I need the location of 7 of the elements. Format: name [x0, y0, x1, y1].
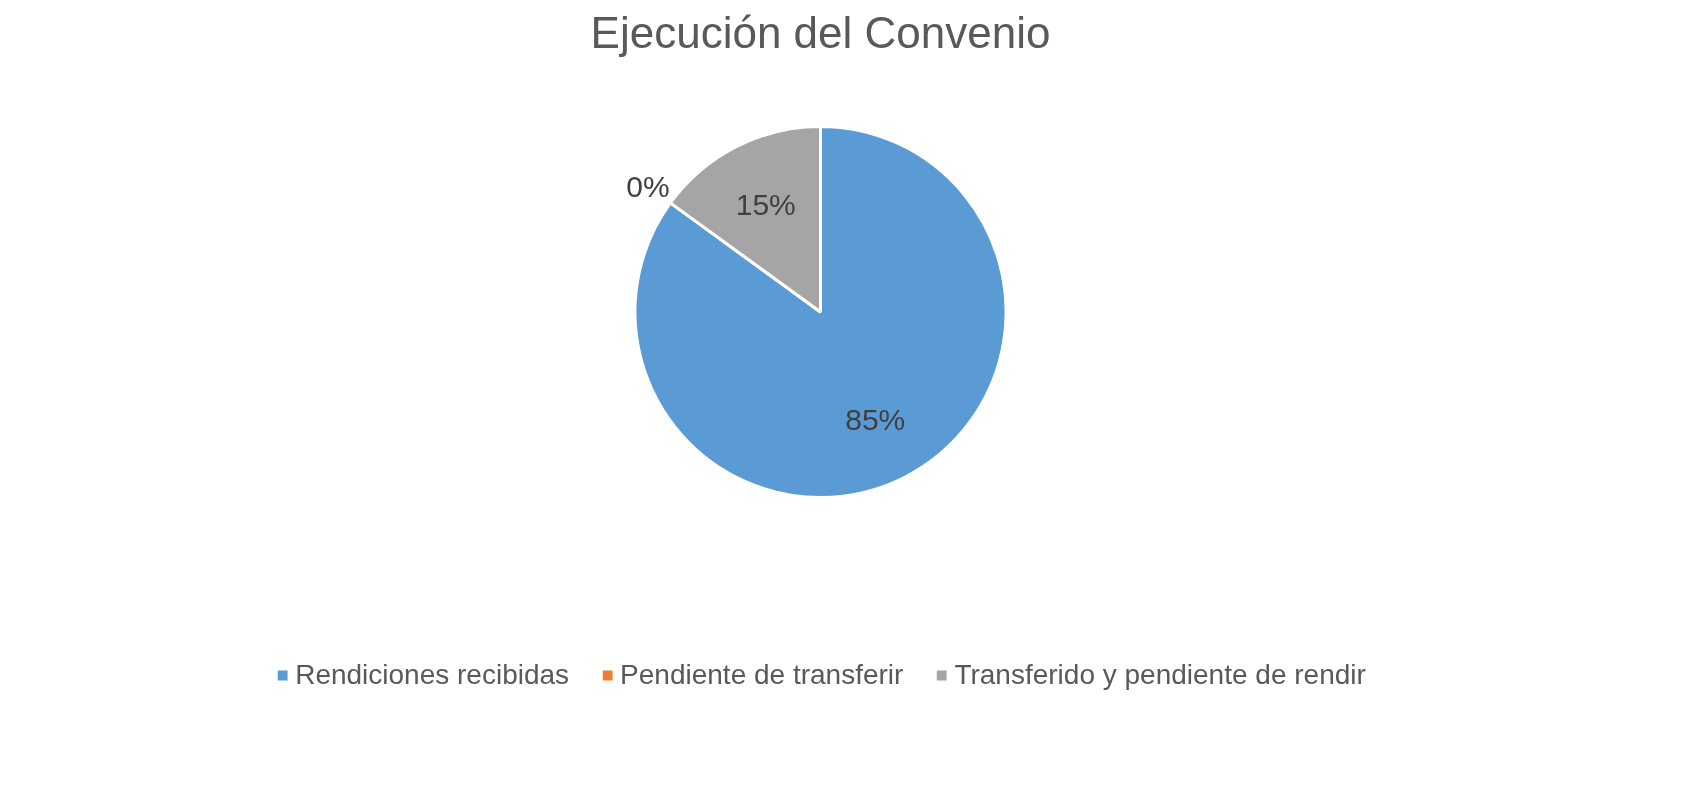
chart-title: Ejecución del Convenio — [590, 7, 1051, 57]
legend-label: Transferido y pendiente de rendir — [954, 659, 1366, 691]
data-label: 85% — [845, 402, 906, 436]
legend-label: Rendiciones recibidas — [295, 659, 570, 691]
text: 0% — [626, 170, 670, 204]
legend-label: Pendiente de transferir — [620, 659, 904, 691]
data-label: 15% — [735, 188, 796, 221]
